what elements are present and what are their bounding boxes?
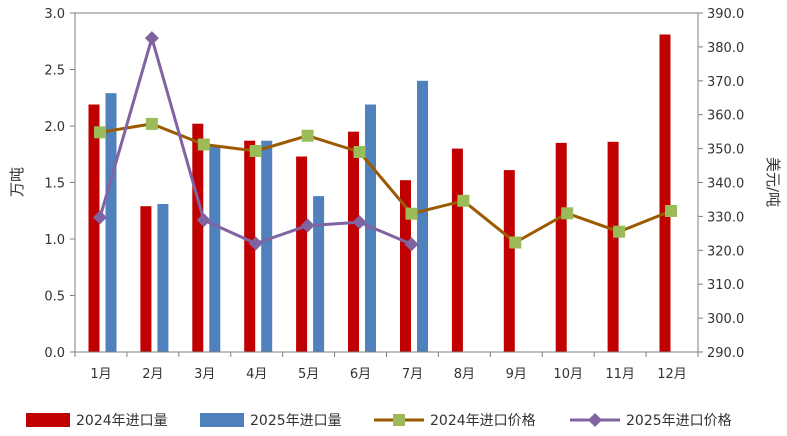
bar-2024-4 — [244, 140, 256, 352]
right-tick-label: 320.0 — [707, 244, 744, 259]
right-tick-label: 300.0 — [707, 312, 744, 327]
right-tick-label: 350.0 — [707, 143, 744, 158]
right-tick-label: 330.0 — [707, 210, 744, 225]
right-tick-label: 290.0 — [707, 346, 744, 361]
left-tick-label: 2.5 — [44, 64, 65, 79]
x-tick-label: 4月 — [246, 367, 267, 382]
right-tick-label: 310.0 — [707, 278, 744, 293]
marker-2025-price-1 — [92, 210, 107, 225]
legend-item-2: 2025年进口量 — [200, 413, 342, 429]
bar-2024-10 — [555, 142, 567, 352]
legend: 2024年进口量 2025年进口量 2024年进口价格 2025年进口价格 — [26, 413, 732, 429]
x-tick-label: 8月 — [454, 367, 475, 382]
marker-2025-price-6 — [352, 215, 367, 230]
marker-2024-price-4 — [249, 145, 262, 157]
right-tick-label: 370.0 — [707, 75, 744, 90]
marker-2024-price-3 — [197, 138, 210, 151]
x-axis-ticks: 1月 2月 3月 4月 5月 6月 7月 8月 9月 10月 11月 12月 — [74, 352, 699, 382]
marker-2024-price-7 — [405, 207, 418, 220]
legend-label: 2024年进口量 — [76, 413, 168, 429]
x-tick-label: 12月 — [657, 367, 687, 382]
x-tick-label: 11月 — [605, 367, 635, 382]
legend-marker — [393, 414, 405, 426]
marker-2024-price-11 — [613, 225, 626, 238]
bar-2025-2 — [157, 204, 169, 352]
x-tick-label: 3月 — [194, 367, 215, 382]
bar-2024-11 — [607, 141, 619, 352]
bar-2025-7 — [417, 80, 428, 353]
marker-2024-price-12 — [665, 205, 677, 217]
legend-item-3: 2024年进口价格 — [374, 413, 536, 429]
price-lines — [92, 31, 677, 252]
x-tick-label: 2月 — [142, 367, 163, 382]
bar-2024-12 — [659, 34, 671, 352]
left-axis-ticks: 0.0 0.5 1.0 1.5 2.0 2.5 3.0 — [44, 7, 75, 361]
legend-label: 2025年进口价格 — [626, 413, 732, 429]
marker-2024-price-5 — [301, 129, 314, 142]
left-tick-label: 1.5 — [44, 177, 65, 192]
bar-2025-4 — [261, 140, 273, 352]
bar-2024-2 — [140, 206, 152, 352]
legend-swatch — [200, 413, 244, 427]
marker-2024-price-9 — [509, 236, 522, 249]
left-tick-label: 2.0 — [44, 120, 65, 135]
bar-2024-6 — [348, 131, 359, 352]
bar-2024-7 — [400, 180, 411, 352]
right-tick-label: 340.0 — [707, 177, 744, 192]
right-tick-label: 390.0 — [707, 7, 744, 22]
bars-2024-import-volume — [88, 34, 671, 352]
line-2024-price — [99, 122, 672, 244]
right-axis-ticks: 290.0 300.0 310.0 320.0 330.0 340.0 350.0 360.0… — [698, 7, 744, 361]
marker-2024-price-2 — [145, 117, 158, 130]
right-axis-label: 美元/吨 — [764, 157, 782, 207]
bar-2024-1 — [88, 104, 100, 352]
bar-2025-5 — [313, 196, 325, 352]
legend-marker — [588, 413, 602, 427]
legend-label: 2025年进口量 — [250, 413, 342, 429]
legend-label: 2024年进口价格 — [430, 413, 536, 429]
bar-2024-5 — [296, 156, 308, 352]
marker-2025-price-5 — [300, 218, 315, 233]
left-tick-label: 1.0 — [44, 233, 65, 248]
right-tick-label: 380.0 — [707, 41, 744, 56]
left-tick-label: 0.5 — [44, 290, 65, 305]
bar-2025-1 — [105, 93, 117, 352]
bar-2024-9 — [503, 170, 515, 352]
legend-swatch — [26, 413, 70, 427]
bar-2024-3 — [192, 123, 204, 352]
marker-2024-price-10 — [561, 207, 574, 220]
marker-2025-price-7 — [404, 237, 419, 252]
bar-2025-3 — [209, 146, 221, 352]
x-tick-label: 10月 — [553, 367, 583, 382]
x-tick-label: 9月 — [506, 367, 527, 382]
x-tick-label: 1月 — [90, 367, 111, 382]
marker-2025-price-4 — [248, 236, 263, 251]
left-tick-label: 0.0 — [44, 346, 65, 361]
legend-item-1: 2024年进口量 — [26, 413, 168, 429]
x-tick-label: 6月 — [350, 367, 371, 382]
marker-2024-price-1 — [94, 126, 106, 139]
marker-2024-price-8 — [457, 194, 470, 207]
left-axis-label: 万吨 — [8, 167, 26, 197]
marker-2025-price-2 — [144, 31, 159, 46]
bar-2024-8 — [451, 148, 463, 352]
x-tick-label: 7月 — [402, 367, 423, 382]
marker-2025-price-3 — [196, 213, 211, 228]
left-tick-label: 3.0 — [44, 7, 65, 22]
legend-item-4: 2025年进口价格 — [570, 413, 732, 429]
marker-2024-price-6 — [353, 146, 366, 158]
right-tick-label: 360.0 — [707, 109, 744, 124]
x-tick-label: 5月 — [298, 367, 319, 382]
